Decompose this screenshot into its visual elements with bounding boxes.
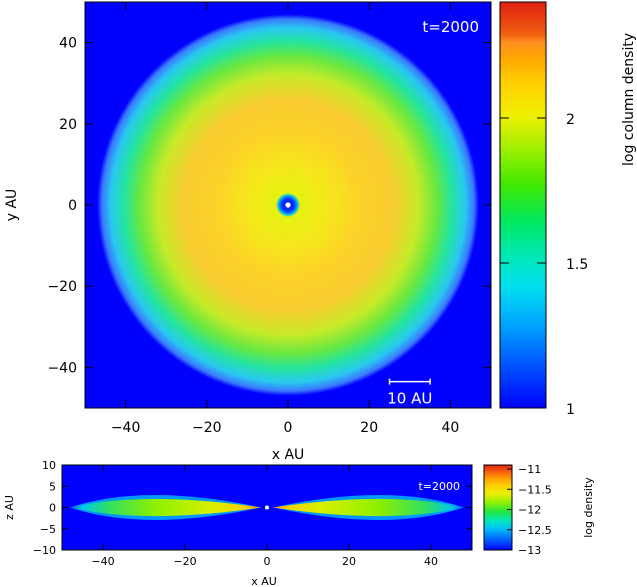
top-x-tick-label: −20 <box>192 420 222 436</box>
bottom-colorbar-tick-label: −12 <box>518 504 541 517</box>
top-y-tick-label: −40 <box>47 360 77 376</box>
bottom-x-tick-label: −40 <box>91 555 114 568</box>
top-x-tick-label: −40 <box>111 420 141 436</box>
bottom-colorbar-tick-label: −13 <box>518 544 541 557</box>
bottom-colorbar-tick-label: −12.5 <box>518 524 552 537</box>
top-colorbar-tick-label: 2 <box>566 112 575 128</box>
bottom-y-ticks: −10 −5 0 5 10 <box>33 459 472 557</box>
central-hole <box>285 202 291 208</box>
bottom-panel: −40 −20 0 20 40 −10 −5 0 5 10 t=2000 x AU z AU <box>3 459 473 587</box>
bottom-colorbar-title: log density <box>582 477 595 538</box>
top-x-tick-label: 40 <box>441 420 459 436</box>
bottom-x-tick-label: 0 <box>264 555 271 568</box>
top-colorbar-tick-label: 1.5 <box>566 257 588 273</box>
top-y-tick-label: 0 <box>68 198 77 214</box>
top-colorbar-tick-label: 1 <box>566 402 575 418</box>
bottom-y-tick-label: −10 <box>33 544 56 557</box>
bottom-x-tick-label: 20 <box>342 555 356 568</box>
top-x-ticks: −40 −20 0 20 40 <box>111 2 459 436</box>
top-x-tick-label: 20 <box>360 420 378 436</box>
top-panel: −40 −20 0 20 40 −40 −20 0 20 40 t=2000 10 AU x A… <box>4 1 492 463</box>
top-colorbar: 11.52 log column density <box>499 1 637 418</box>
bottom-x-tick-label: 40 <box>424 555 438 568</box>
top-time-label: t=2000 <box>422 18 479 36</box>
top-colorbar-ticks: 11.52 <box>500 112 588 418</box>
top-y-ticks: −40 −20 0 20 40 <box>47 36 491 376</box>
bottom-y-axis-title: z AU <box>3 495 16 520</box>
top-x-tick-label: 0 <box>284 420 293 436</box>
top-y-tick-label: −20 <box>47 279 77 295</box>
bottom-colorbar: −13 −12.5 −12 −11.5 −11 log density <box>483 463 595 557</box>
bottom-y-tick-label: 0 <box>49 502 56 515</box>
bottom-x-ticks: −40 −20 0 20 40 <box>91 465 438 568</box>
bottom-colorbar-fill <box>483 464 513 551</box>
top-y-tick-label: 40 <box>59 36 77 52</box>
top-colorbar-title: log column density <box>621 33 637 166</box>
top-y-axis-title: y AU <box>4 189 20 222</box>
bottom-x-axis-title: x AU <box>251 575 277 587</box>
bottom-colorbar-tick-label: −11 <box>518 463 541 476</box>
bottom-colorbar-tick-label: −11.5 <box>518 483 552 496</box>
top-y-tick-label: 20 <box>59 117 77 133</box>
bottom-y-tick-label: −5 <box>40 523 56 536</box>
bottom-colorbar-ticks: −13 −12.5 −12 −11.5 −11 <box>507 463 552 557</box>
scale-bar-label: 10 AU <box>387 390 432 408</box>
edge-disk-right <box>273 498 464 517</box>
bottom-y-tick-label: 5 <box>49 480 56 493</box>
bottom-y-tick-label: 10 <box>42 459 56 472</box>
edge-central-gap <box>265 505 269 510</box>
top-x-axis-title: x AU <box>272 447 305 463</box>
bottom-x-tick-label: −20 <box>173 555 196 568</box>
edge-disk-left <box>70 498 261 517</box>
bottom-time-label: t=2000 <box>418 480 460 493</box>
top-colorbar-fill <box>499 1 547 409</box>
